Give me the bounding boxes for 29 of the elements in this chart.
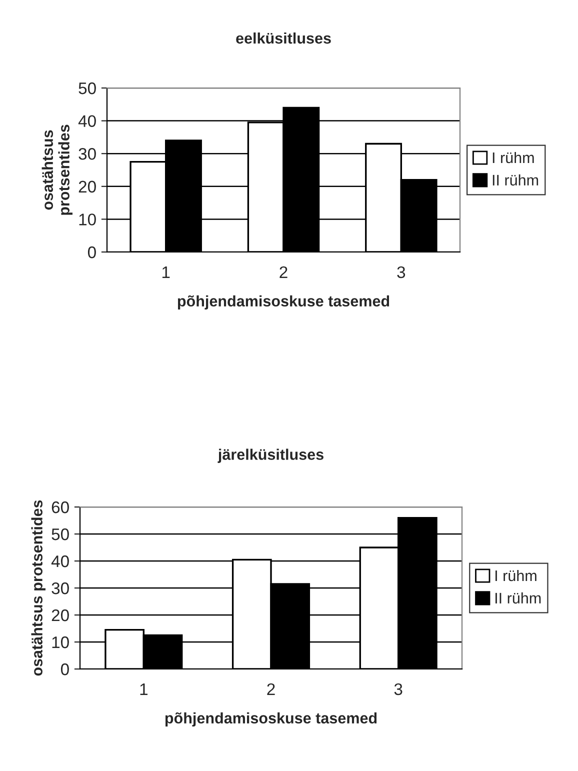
x-tick-label: 3: [394, 683, 402, 696]
x-tick-label: 2: [267, 683, 275, 695]
legend-label: II rühm: [495, 592, 541, 604]
x-tick-label: 1: [140, 684, 148, 695]
y-tick-label: 50: [52, 528, 69, 540]
y-tick-label: 50: [78, 82, 96, 94]
x-tick-label: 1: [162, 266, 170, 278]
y-tick-label: 20: [52, 609, 69, 622]
y-tick-label: 30: [78, 148, 96, 160]
y-tick-label: 0: [88, 246, 96, 258]
y-tick-label: 20: [78, 180, 96, 193]
y-tick-label: 10: [52, 636, 69, 648]
chart-title: järelküsitluses: [218, 448, 324, 463]
y-tick-label: 0: [60, 663, 69, 676]
y-tick-label: 10: [79, 214, 96, 226]
x-tick-label: 3: [397, 266, 406, 278]
y-tick-label: 40: [78, 115, 96, 128]
x-axis-title: põhjendamisoskuse tasemed: [165, 712, 377, 727]
chart-title: eelküsitluses: [236, 32, 331, 44]
y-tick-label: 30: [52, 582, 69, 594]
x-tick-label: 2: [280, 266, 288, 278]
legend-label: I rühm: [495, 570, 536, 582]
y-axis-title: osatähtsus protsentides: [31, 500, 46, 676]
y-tick-label: 40: [51, 555, 69, 568]
legend-label: II rühm: [492, 174, 538, 186]
y-tick-label: 60: [52, 501, 69, 514]
y-axis-title: osatähtsus protsentides: [42, 124, 72, 215]
x-axis-title: põhjendamisoskuse tasemed: [178, 295, 390, 310]
legend-label: I rühm: [492, 152, 534, 164]
